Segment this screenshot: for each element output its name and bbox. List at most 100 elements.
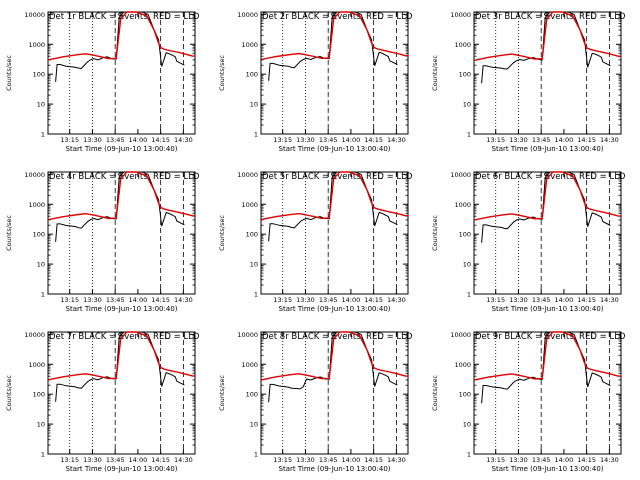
l-marker: L (590, 172, 595, 182)
panel-title: Det 1r BLACK = Events, RED = LLD (49, 12, 200, 22)
y-tick-label: 10 (463, 261, 471, 269)
x-tick-label: 13:15 (486, 136, 505, 144)
series-line-lld (260, 11, 409, 61)
x-tick-label: 13:15 (60, 136, 79, 144)
x-tick-label: 14:15 (151, 456, 170, 464)
x-tick-label: 13:45 (106, 136, 125, 144)
y-tick-label: 10000 (237, 171, 258, 179)
x-tick-label: 13:45 (532, 136, 551, 144)
l-marker: L (164, 12, 169, 22)
y-tick-label: 1000 (454, 201, 471, 209)
y-axis-label: Counts/sec (5, 215, 13, 251)
s-marker: S (330, 332, 336, 342)
y-tick-label: 100 (246, 231, 258, 239)
y-tick-label: 10000 (24, 11, 45, 19)
x-tick-label: 14:15 (151, 296, 170, 304)
x-axis-label: Start Time (09-Jun-10 13:00:40) (66, 465, 178, 473)
plot-frame (473, 331, 622, 455)
y-tick-label: 10 (250, 101, 258, 109)
detector-panel-6: Det 6r BLACK = Events, RED = LLD Counts/s… (431, 171, 626, 313)
x-tick-label: 13:30 (83, 136, 102, 144)
y-tick-label: 10 (37, 261, 45, 269)
series-line-lld (47, 11, 196, 61)
x-tick-label: 14:30 (174, 456, 193, 464)
l-marker: L (377, 12, 382, 22)
y-tick-label: 1 (254, 131, 258, 139)
y-tick-label: 100 (459, 71, 471, 79)
detector-panel-8: Det 8r BLACK = Events, RED = LLD Counts/s… (218, 331, 413, 473)
x-tick-label: 14:15 (577, 456, 596, 464)
y-tick-label: 1 (254, 291, 258, 299)
series-line-lld (260, 171, 409, 221)
x-axis-label: Start Time (09-Jun-10 13:00:40) (66, 305, 178, 313)
x-tick-label: 14:30 (387, 136, 406, 144)
plot-frame (47, 11, 196, 135)
x-tick-label: 14:00 (129, 136, 148, 144)
y-axis-label: Counts/sec (5, 55, 13, 91)
series-line-events (268, 171, 398, 242)
x-tick-label: 13:15 (486, 296, 505, 304)
x-tick-label: 14:30 (600, 456, 619, 464)
y-tick-label: 1000 (241, 361, 258, 369)
y-axis-label: Counts/sec (431, 375, 439, 411)
y-axis-label: Counts/sec (218, 375, 226, 411)
y-axis-label: Counts/sec (5, 375, 13, 411)
y-tick-label: 10 (37, 421, 45, 429)
x-tick-label: 14:00 (555, 136, 574, 144)
x-tick-label: 14:00 (129, 296, 148, 304)
panel-title: Det 8r BLACK = Events, RED = LLD (262, 332, 413, 342)
s-marker: S (543, 12, 549, 22)
x-tick-label: 13:30 (509, 456, 528, 464)
y-tick-label: 1000 (454, 41, 471, 49)
x-tick-label: 14:15 (364, 456, 383, 464)
series-line-lld (260, 331, 409, 381)
l-marker: L (590, 332, 595, 342)
detector-panel-4: Det 4r BLACK = Events, RED = LLD Counts/s… (5, 171, 200, 313)
s-marker: S (117, 332, 123, 342)
y-tick-label: 1 (41, 451, 45, 459)
panel-title: Det 4r BLACK = Events, RED = LLD (49, 172, 200, 182)
y-tick-label: 10 (37, 101, 45, 109)
x-tick-label: 13:15 (486, 456, 505, 464)
panel-title: Det 6r BLACK = Events, RED = LLD (475, 172, 626, 182)
y-tick-label: 10000 (24, 171, 45, 179)
l-marker: L (164, 172, 169, 182)
x-tick-label: 13:30 (296, 456, 315, 464)
plot-frame (473, 11, 622, 135)
y-axis-label: Counts/sec (218, 55, 226, 91)
x-tick-label: 14:15 (364, 136, 383, 144)
l-marker: L (377, 172, 382, 182)
y-tick-label: 10 (463, 421, 471, 429)
panel-title: Det 2r BLACK = Events, RED = LLD (262, 12, 413, 22)
y-axis-label: Counts/sec (431, 215, 439, 251)
s-marker: S (543, 332, 549, 342)
series-line-events (55, 11, 185, 82)
y-axis-label: Counts/sec (431, 55, 439, 91)
x-tick-label: 14:30 (387, 296, 406, 304)
y-tick-label: 10000 (24, 331, 45, 339)
s-marker: S (330, 12, 336, 22)
y-tick-label: 1 (41, 291, 45, 299)
l-marker: L (377, 332, 382, 342)
x-axis-label: Start Time (09-Jun-10 13:00:40) (492, 465, 604, 473)
x-tick-label: 13:30 (296, 296, 315, 304)
s-marker: S (117, 12, 123, 22)
s-marker: S (117, 172, 123, 182)
x-axis-label: Start Time (09-Jun-10 13:00:40) (279, 465, 391, 473)
x-axis-label: Start Time (09-Jun-10 13:00:40) (279, 305, 391, 313)
x-tick-label: 13:30 (83, 456, 102, 464)
y-tick-label: 10 (463, 101, 471, 109)
detector-panel-5: Det 5r BLACK = Events, RED = LLD Counts/s… (218, 171, 413, 313)
x-tick-label: 14:30 (387, 456, 406, 464)
panel-title: Det 7r BLACK = Events, RED = LLD (49, 332, 200, 342)
series-line-lld (47, 331, 196, 381)
y-tick-label: 10000 (237, 11, 258, 19)
y-tick-label: 1 (467, 131, 471, 139)
y-tick-label: 1 (467, 291, 471, 299)
x-axis-label: Start Time (09-Jun-10 13:00:40) (492, 305, 604, 313)
panel-title: Det 3r BLACK = Events, RED = LLD (475, 12, 626, 22)
y-tick-label: 10 (250, 261, 258, 269)
y-tick-label: 100 (33, 231, 45, 239)
y-tick-label: 10000 (237, 331, 258, 339)
s-marker: S (330, 172, 336, 182)
